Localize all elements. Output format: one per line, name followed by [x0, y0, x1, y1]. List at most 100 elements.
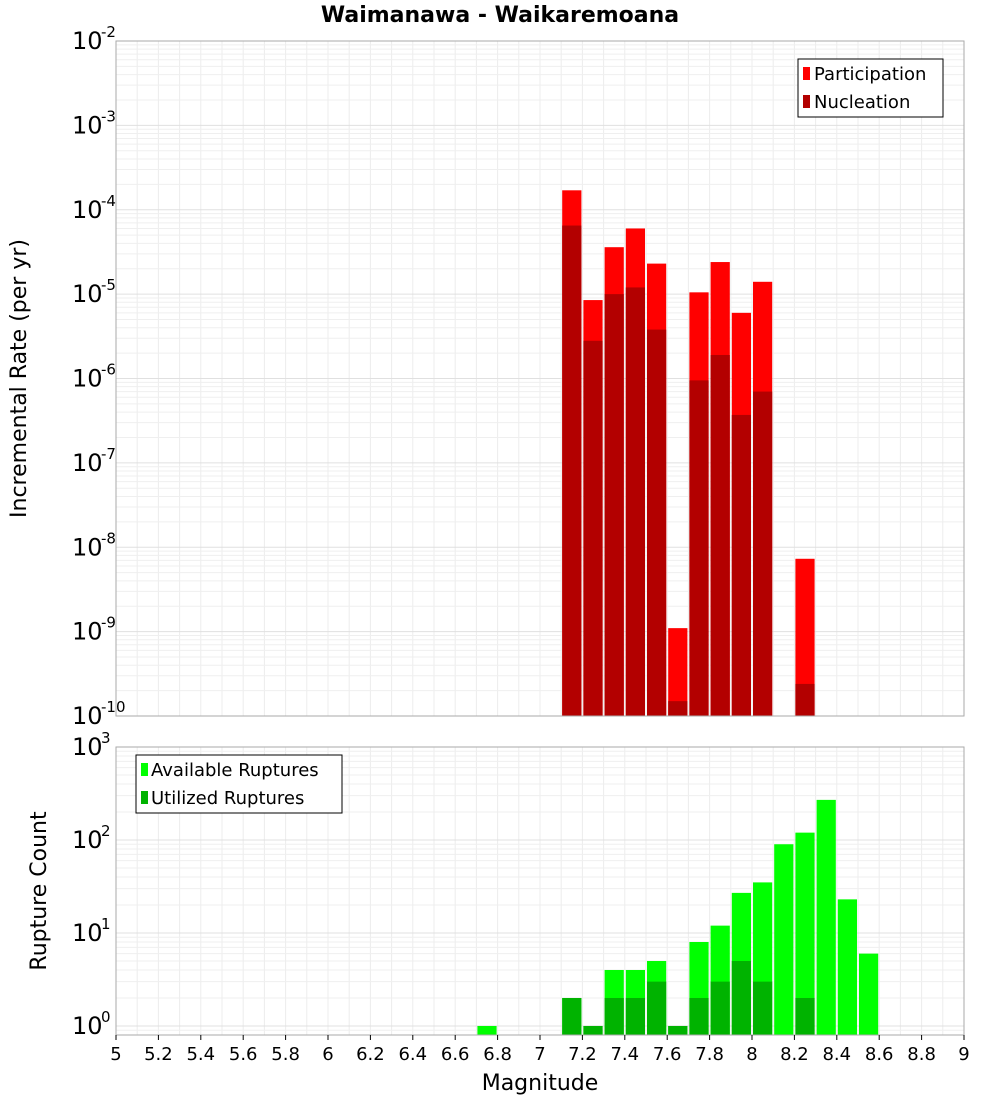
- bar-nucleation: [625, 287, 645, 716]
- y-tick-exponent: -6: [101, 361, 116, 379]
- x-tick-label: 8.6: [865, 1044, 894, 1065]
- x-tick-label: 7.8: [695, 1044, 724, 1065]
- y-tick-exponent: 0: [101, 1008, 111, 1026]
- y-tick-label: 10: [72, 733, 103, 761]
- x-tick-label: 6.8: [483, 1044, 512, 1065]
- x-tick-label: 7.2: [568, 1044, 597, 1065]
- bar-available-ruptures: [816, 799, 836, 1035]
- rate-grid: [115, 41, 965, 717]
- y-tick-exponent: -3: [101, 107, 116, 125]
- x-tick-label: 8: [746, 1044, 757, 1065]
- y-tick-exponent: -2: [101, 23, 116, 41]
- x-tick-label: 9: [958, 1044, 969, 1065]
- x-tick-label: 5.4: [186, 1044, 215, 1065]
- count-legend: Available Ruptures Utilized Ruptures: [135, 754, 343, 814]
- y-tick-label: 10: [72, 702, 103, 730]
- bar-nucleation: [795, 683, 815, 716]
- bar-utilized-ruptures: [731, 960, 751, 1035]
- bar-utilized-ruptures: [562, 997, 582, 1035]
- y-tick-label: 10: [72, 618, 103, 646]
- y-tick-exponent: -4: [101, 192, 116, 210]
- legend-label-nucleation: Nucleation: [814, 92, 910, 113]
- rate-y-axis-label: Incremental Rate (per yr): [7, 239, 32, 518]
- count-bars: [477, 799, 879, 1035]
- x-tick-label: 8.8: [907, 1044, 936, 1065]
- x-tick-label: 8.4: [822, 1044, 851, 1065]
- x-tick-label: 5: [110, 1044, 121, 1065]
- x-tick-label: 6.4: [398, 1044, 427, 1065]
- count-y-axis-label: Rupture Count: [27, 811, 52, 971]
- x-tick-label: 5.2: [144, 1044, 173, 1065]
- x-tick-label: 5.8: [271, 1044, 300, 1065]
- x-tick-label: 8.2: [780, 1044, 809, 1065]
- bar-nucleation: [753, 391, 773, 716]
- y-tick-label: 10: [72, 111, 103, 139]
- rate-legend-box: [797, 58, 944, 118]
- chart-title: Waimanawa - Waikaremoana: [321, 3, 679, 28]
- count-legend-box: [135, 754, 343, 814]
- y-tick-exponent: -9: [101, 614, 116, 632]
- bar-nucleation: [583, 340, 603, 716]
- y-tick-label: 10: [72, 27, 103, 55]
- legend-label-participation: Participation: [814, 64, 926, 85]
- y-tick-exponent: -8: [101, 529, 116, 547]
- y-tick-exponent: 2: [101, 822, 111, 840]
- bar-participation: [668, 628, 688, 716]
- bar-utilized-ruptures: [668, 1025, 688, 1035]
- bar-nucleation: [668, 701, 688, 716]
- x-tick-label: 5.6: [229, 1044, 258, 1065]
- bar-available-ruptures: [859, 953, 879, 1035]
- y-tick-label: 10: [72, 919, 103, 947]
- y-tick-exponent: 3: [101, 729, 111, 747]
- bar-utilized-ruptures: [710, 981, 730, 1035]
- x-tick-label: 6: [322, 1044, 333, 1065]
- legend-label-available: Available Ruptures: [151, 760, 319, 781]
- bar-utilized-ruptures: [753, 981, 773, 1035]
- bar-available-ruptures: [795, 832, 815, 1035]
- x-axis-label: Magnitude: [482, 1071, 599, 1096]
- y-tick-exponent: 1: [101, 915, 111, 933]
- legend-swatch-nucleation: [803, 95, 810, 108]
- y-tick-label: 10: [72, 280, 103, 308]
- x-tick-label: 6.6: [441, 1044, 470, 1065]
- bar-utilized-ruptures: [795, 997, 815, 1035]
- legend-swatch-utilized: [141, 791, 148, 804]
- legend-label-utilized: Utilized Ruptures: [151, 788, 304, 809]
- bar-nucleation: [731, 414, 751, 716]
- bar-available-ruptures: [774, 844, 794, 1035]
- x-tick-label: 7: [534, 1044, 545, 1065]
- bar-utilized-ruptures: [604, 997, 624, 1035]
- y-tick-label: 10: [72, 533, 103, 561]
- bar-utilized-ruptures: [625, 997, 645, 1035]
- bar-nucleation: [604, 294, 624, 716]
- y-tick-label: 10: [72, 826, 103, 854]
- bar-nucleation: [710, 354, 730, 716]
- legend-swatch-participation: [803, 67, 810, 80]
- bar-available-ruptures: [837, 899, 857, 1035]
- y-tick-label: 10: [72, 196, 103, 224]
- bar-nucleation: [689, 380, 709, 716]
- bar-participation: [795, 558, 815, 716]
- rate-bars: [562, 190, 815, 716]
- bar-available-ruptures: [477, 1025, 497, 1035]
- bar-utilized-ruptures: [647, 981, 667, 1035]
- y-tick-exponent: -10: [101, 698, 126, 716]
- y-tick-label: 10: [72, 1012, 103, 1040]
- y-tick-label: 10: [72, 449, 103, 477]
- bar-utilized-ruptures: [583, 1025, 603, 1035]
- x-ticks: 5 5.2 5.4 5.6 5.8 6 6.2 6.4 6.6 6.8 7 7.2 7.4 7.6 7.8 8…: [110, 1035, 970, 1065]
- x-tick-label: 7.6: [653, 1044, 682, 1065]
- bar-nucleation: [562, 225, 582, 716]
- legend-swatch-available: [141, 763, 148, 776]
- y-tick-exponent: -5: [101, 276, 116, 294]
- x-tick-label: 7.4: [610, 1044, 639, 1065]
- bar-utilized-ruptures: [689, 997, 709, 1035]
- y-tick-exponent: -7: [101, 445, 116, 463]
- bar-nucleation: [647, 329, 667, 716]
- rate-legend: Participation Nucleation: [797, 58, 944, 118]
